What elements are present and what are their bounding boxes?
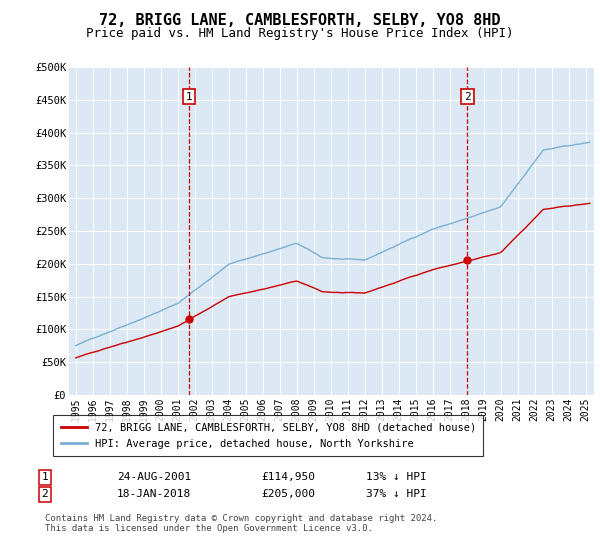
Text: 2: 2 bbox=[41, 489, 49, 500]
Text: 24-AUG-2001: 24-AUG-2001 bbox=[117, 472, 191, 482]
Text: £114,950: £114,950 bbox=[261, 472, 315, 482]
Text: Price paid vs. HM Land Registry's House Price Index (HPI): Price paid vs. HM Land Registry's House … bbox=[86, 27, 514, 40]
Legend: 72, BRIGG LANE, CAMBLESFORTH, SELBY, YO8 8HD (detached house), HPI: Average pric: 72, BRIGG LANE, CAMBLESFORTH, SELBY, YO8… bbox=[53, 415, 484, 456]
Text: 37% ↓ HPI: 37% ↓ HPI bbox=[366, 489, 427, 500]
Text: 18-JAN-2018: 18-JAN-2018 bbox=[117, 489, 191, 500]
Text: 72, BRIGG LANE, CAMBLESFORTH, SELBY, YO8 8HD: 72, BRIGG LANE, CAMBLESFORTH, SELBY, YO8… bbox=[99, 13, 501, 28]
Text: 1: 1 bbox=[185, 92, 192, 102]
Text: 1: 1 bbox=[41, 472, 49, 482]
Text: £205,000: £205,000 bbox=[261, 489, 315, 500]
Text: 2: 2 bbox=[464, 92, 471, 102]
Text: 13% ↓ HPI: 13% ↓ HPI bbox=[366, 472, 427, 482]
Text: Contains HM Land Registry data © Crown copyright and database right 2024.
This d: Contains HM Land Registry data © Crown c… bbox=[45, 514, 437, 534]
